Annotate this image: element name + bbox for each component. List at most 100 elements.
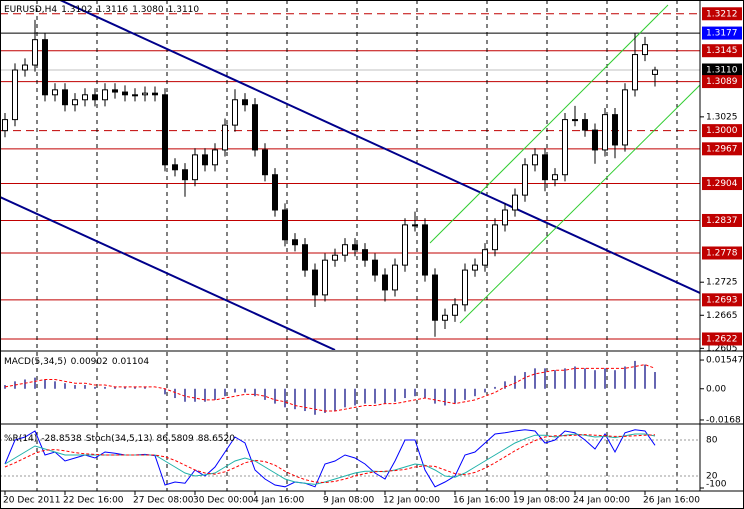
level-box <box>702 63 742 77</box>
candle-body <box>402 224 408 266</box>
level-box <box>702 124 742 138</box>
level-label: 1.3212 <box>706 9 738 19</box>
y-tick-label: 1.2665 <box>706 311 738 321</box>
candle-body <box>72 99 78 106</box>
candle-body <box>562 119 568 176</box>
level-box <box>702 26 742 40</box>
level-label: 1.2904 <box>706 179 738 189</box>
candle-body <box>262 149 268 176</box>
candle-body <box>132 94 138 97</box>
header-item: -28.8538 <box>41 434 82 444</box>
level-label: 1.2778 <box>706 248 738 258</box>
candle-body <box>592 129 598 151</box>
labels-layer: EURUSD,H4 1.3102 1.3116 1.3080 1.3110 1.3025 1… <box>3 5 743 506</box>
level-box <box>702 213 742 227</box>
candle-body <box>32 39 38 66</box>
candle-body <box>22 64 28 71</box>
trend-line <box>0 196 336 350</box>
level-box <box>702 332 742 346</box>
candle-body <box>332 254 338 261</box>
header-item: 0.01104 <box>112 357 149 367</box>
candle-body <box>142 92 148 96</box>
level-label: 1.2693 <box>706 295 738 305</box>
candle-body <box>352 244 358 251</box>
x-tick-label: 24 Jan 00:00 <box>573 496 630 506</box>
candle-body <box>232 99 238 126</box>
candle-body <box>642 44 648 56</box>
header-item: 1.3110 <box>168 5 200 15</box>
level-box <box>702 75 742 89</box>
x-tick-label: 19 Jan 08:00 <box>513 496 570 506</box>
candle-body <box>102 89 108 101</box>
candle-body <box>382 274 388 291</box>
candle-body <box>322 259 328 296</box>
candle-body <box>182 169 188 181</box>
y-tick-label: 0.00 <box>706 384 726 394</box>
level-label: 1.3000 <box>706 126 738 136</box>
marks-layer <box>2 19 658 488</box>
candle-body <box>52 89 58 96</box>
candle-body <box>122 91 128 96</box>
candle-body <box>432 274 438 321</box>
level-box <box>702 177 742 191</box>
candle-body <box>162 94 168 166</box>
x-tick-label: 9 Jan 08:00 <box>323 496 375 506</box>
x-tick-label: 16 Jan 16:00 <box>453 496 510 506</box>
y-tick-label: 1.2725 <box>706 278 738 288</box>
header-item: 86.5809 <box>157 434 194 444</box>
channel-line <box>429 4 669 244</box>
candle-body <box>62 89 68 106</box>
candle-body <box>152 92 158 96</box>
level-label: 1.3089 <box>706 77 738 87</box>
candle-body <box>342 244 348 256</box>
y-tick-label: -0.0168 <box>706 415 741 425</box>
candle-body <box>112 89 118 93</box>
y-tick-label: 0.01547 <box>706 356 743 366</box>
candle-body <box>632 54 638 91</box>
candle-body <box>542 154 548 181</box>
x-tick-label: 4 Jan 16:00 <box>253 496 305 506</box>
candle-body <box>92 94 98 101</box>
panel-header: %R(14) -28.8538 Stoch(34,5,13) 86.5809 88.65… <box>4 434 235 444</box>
header-item: MACD(5,34,5) <box>4 357 67 367</box>
level-label: 1.3110 <box>706 66 738 76</box>
candle-body <box>602 114 608 151</box>
x-tick-label: 26 Jan 16:00 <box>643 496 700 506</box>
series-line <box>4 434 656 484</box>
candle-body <box>12 69 18 121</box>
candle-body <box>612 114 618 146</box>
candle-body <box>192 154 198 181</box>
header-item: EURUSD,H4 <box>4 5 57 15</box>
x-tick-label: 27 Dec 08:00 <box>133 496 194 506</box>
candle-body <box>82 94 88 101</box>
grid-layer <box>0 0 704 495</box>
level-box <box>702 293 742 307</box>
candle-body <box>372 259 378 276</box>
level-box <box>702 246 742 260</box>
candle-body <box>652 69 658 75</box>
candle-body <box>292 239 298 246</box>
y-tick-label: 80 <box>706 436 718 446</box>
header-item: 88.6520 <box>198 434 235 444</box>
candle-body <box>532 154 538 166</box>
candle-body <box>462 269 468 306</box>
candle-body <box>622 89 628 146</box>
level-label: 1.2837 <box>706 216 738 226</box>
x-tick-label: 30 Dec 00:00 <box>193 496 254 506</box>
candle-body <box>242 99 248 106</box>
candle-body <box>212 149 218 166</box>
candle-body <box>582 119 588 131</box>
level-label: 1.3177 <box>706 29 738 39</box>
header-item: 1.3080 <box>132 5 164 15</box>
candle-body <box>312 269 318 296</box>
candle-body <box>252 104 258 151</box>
candle-body <box>472 264 478 271</box>
candle-body <box>482 249 488 266</box>
level-box <box>702 7 742 21</box>
header-item: 1.3116 <box>97 5 129 15</box>
channel-line <box>459 84 700 324</box>
level-box <box>702 142 742 156</box>
series-line <box>4 364 656 412</box>
candle-body <box>222 124 228 151</box>
